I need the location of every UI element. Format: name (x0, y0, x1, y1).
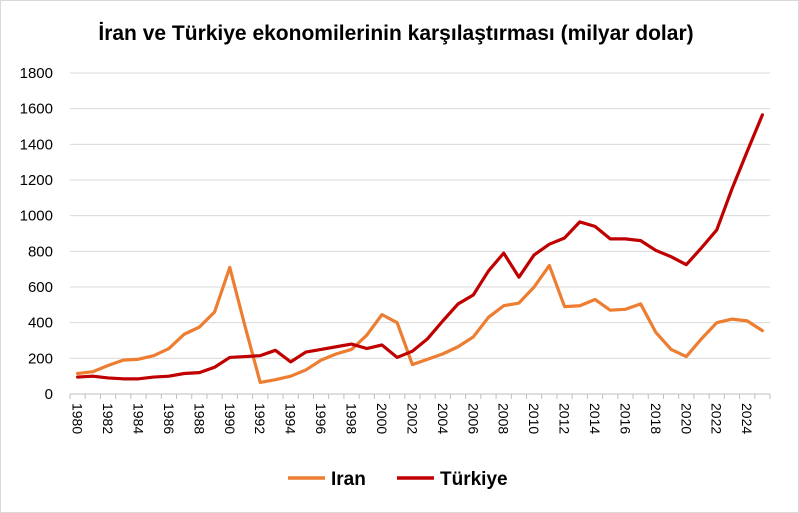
y-tick-label: 0 (45, 386, 53, 403)
y-tick-label: 800 (28, 243, 53, 260)
chart-title: İran ve Türkiye ekonomilerinin karşılaşt… (98, 22, 693, 45)
x-tick-label: 1980 (70, 403, 86, 434)
x-tick-label: 1992 (252, 403, 268, 434)
y-tick-label: 1000 (20, 208, 53, 225)
x-tick-label: 2018 (648, 403, 664, 434)
x-tick-label: 1996 (313, 403, 329, 434)
legend-label: Iran (331, 469, 366, 490)
y-axis-ticks: 0 200 400 600 800 1000 1200 1400 1600 1800 (20, 65, 53, 403)
series-line-iran (76, 264, 764, 385)
x-tick-label: 2012 (557, 403, 573, 434)
y-tick-label: 1400 (20, 136, 53, 153)
x-tick-label: 2006 (465, 403, 481, 434)
legend: Iran Türkiye (288, 469, 508, 490)
x-tick-label: 2000 (374, 403, 390, 434)
y-tick-label: 1600 (20, 101, 53, 118)
x-tick-label: 2002 (404, 403, 420, 434)
x-tick-label: 2010 (526, 403, 542, 434)
y-tick-label: 1200 (20, 172, 53, 189)
x-tick-label: 2016 (617, 403, 633, 434)
y-tick-label: 1800 (20, 65, 53, 82)
y-tick-label: 400 (28, 315, 53, 332)
x-tick-label: 1988 (191, 403, 207, 434)
x-tick-label: 1994 (283, 403, 299, 434)
x-axis: 1980 1982 1984 1986 1988 1990 1992 1994 1996 1998… (69, 393, 771, 434)
x-tick-label: 2004 (435, 403, 451, 434)
x-tick-label: 1990 (222, 403, 238, 434)
x-tick-label: 1986 (161, 403, 177, 434)
series-line-türkiye (76, 113, 764, 381)
x-tick-label: 2008 (496, 403, 512, 434)
series-lines (76, 113, 764, 385)
x-tick-label: 2020 (678, 403, 694, 434)
legend-label: Türkiye (440, 469, 508, 490)
x-tick-label: 1998 (344, 403, 360, 434)
x-tick-label: 1984 (130, 403, 146, 434)
x-tick-label: 2022 (709, 403, 725, 434)
x-tick-label: 2014 (587, 403, 603, 434)
x-tick-label: 2024 (739, 403, 755, 434)
y-tick-label: 200 (28, 350, 53, 367)
x-tick-label: 1982 (100, 403, 116, 434)
y-tick-label: 600 (28, 279, 53, 296)
